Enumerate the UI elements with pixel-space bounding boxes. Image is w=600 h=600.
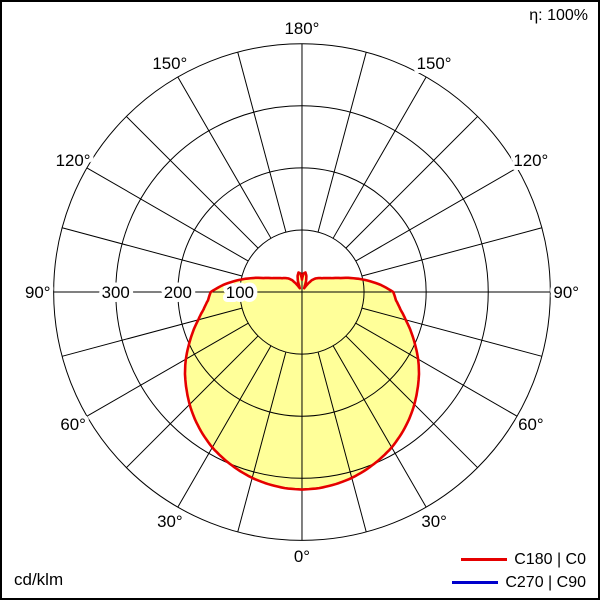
unit-label: cd/klm [14,570,64,589]
angle-label: 30° [157,512,183,531]
angle-label: 60° [518,415,544,434]
legend-label-c90: C270 | C90 [505,573,586,591]
grid-spoke [361,307,543,357]
legend-row-c90: C270 | C90 [452,573,586,592]
grid-spoke [177,76,272,239]
angle-label: 120° [56,151,91,170]
ring-label: 100 [226,283,254,302]
angle-label: 90° [553,283,579,302]
grid-spoke [345,335,478,469]
legend-label-c0: C180 | C0 [514,550,586,568]
grid-spoke [361,227,543,277]
grid-spoke [177,345,272,508]
legend-line-blue [452,581,499,584]
grid-spoke [126,116,259,249]
angle-label: 60° [60,415,86,434]
angle-label: 90° [25,283,51,302]
angle-label: 120° [513,151,548,170]
grid-spoke [86,167,249,262]
legend-row-c0: C180 | C0 [452,550,586,569]
grid-spoke [332,345,427,508]
grid-spoke [126,335,259,469]
angle-label: 180° [285,19,320,38]
angle-label: 150° [417,54,452,73]
grid-spoke [86,322,249,417]
grid-spoke [61,227,243,277]
grid-spoke [355,322,518,417]
ring-label: 200 [164,283,192,302]
grid-spoke [332,76,427,239]
angle-label: 150° [152,54,187,73]
grid-spoke [355,167,518,262]
grid-spoke [345,116,478,249]
angle-label: 30° [421,512,447,531]
grid-spoke [237,52,287,233]
legend-line-red [461,558,508,561]
grid-spoke [61,307,243,357]
ring-label: 300 [102,283,130,302]
efficiency-label: η: 100% [529,7,588,24]
intensity-curve [183,271,421,491]
grid-spoke [237,351,287,533]
grid-spoke [317,351,367,533]
grid-spoke [317,52,367,233]
angle-label: 0° [294,547,310,566]
legend: C180 | C0 C270 | C90 [452,550,586,592]
